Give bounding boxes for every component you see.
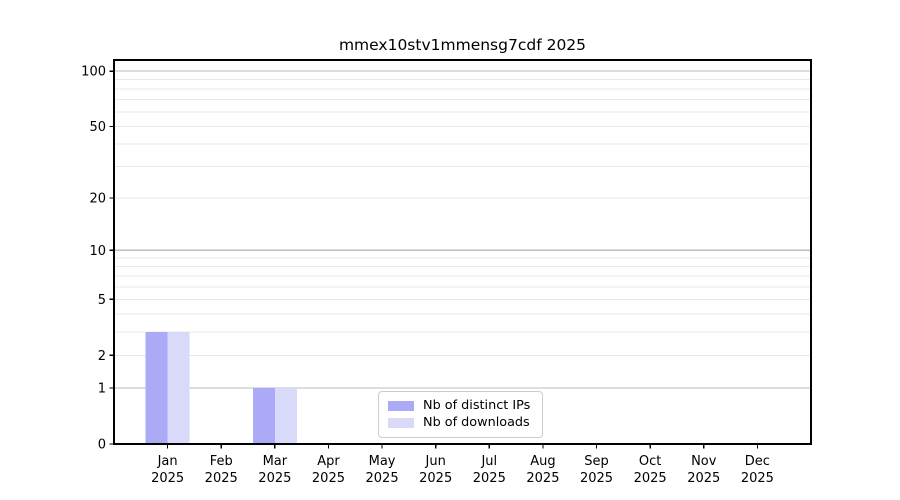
x-tick-label-year: 2025 bbox=[634, 471, 667, 486]
x-tick-label-year: 2025 bbox=[526, 471, 559, 486]
y-tick-label: 20 bbox=[89, 192, 106, 207]
y-tick-label: 10 bbox=[89, 244, 106, 259]
y-tick-label: 100 bbox=[81, 65, 106, 80]
y-tick-label: 1 bbox=[98, 382, 106, 397]
x-tick-label-year: 2025 bbox=[741, 471, 774, 486]
x-tick-label-month: Dec bbox=[745, 454, 770, 469]
x-tick-label-month: Oct bbox=[639, 454, 661, 469]
legend: Nb of distinct IPs Nb of downloads bbox=[378, 391, 543, 438]
x-tick-label-year: 2025 bbox=[151, 471, 184, 486]
x-tick-label-month: Mar bbox=[263, 454, 288, 469]
legend-swatch-downloads bbox=[388, 417, 414, 428]
x-tick-label-year: 2025 bbox=[580, 471, 613, 486]
x-tick-label-month: Nov bbox=[691, 454, 717, 469]
y-tick-label: 0 bbox=[98, 438, 106, 453]
y-tick-label: 2 bbox=[98, 349, 106, 364]
legend-label-distinct-ips: Nb of distinct IPs bbox=[423, 397, 531, 413]
x-tick-label-month: Apr bbox=[317, 454, 340, 469]
x-tick-label-month: Jan bbox=[157, 454, 178, 469]
x-tick-label-year: 2025 bbox=[687, 471, 720, 486]
bar-distinct-ips-jan bbox=[145, 332, 168, 444]
x-tick-label-year: 2025 bbox=[473, 471, 506, 486]
y-tick-label: 5 bbox=[98, 293, 106, 308]
x-tick-label-month: Jun bbox=[425, 454, 446, 469]
y-tick-label: 50 bbox=[89, 120, 106, 135]
x-tick-label-year: 2025 bbox=[419, 471, 452, 486]
bar-downloads-mar bbox=[274, 388, 297, 444]
legend-item-downloads: Nb of downloads bbox=[388, 414, 533, 430]
bar-downloads-jan bbox=[167, 332, 190, 444]
x-tick-label-month: Jul bbox=[480, 454, 497, 469]
x-tick-label-year: 2025 bbox=[205, 471, 238, 486]
legend-swatch-distinct-ips bbox=[388, 401, 414, 412]
x-tick-label-year: 2025 bbox=[312, 471, 345, 486]
x-tick-label-year: 2025 bbox=[258, 471, 291, 486]
x-tick-label-month: Feb bbox=[210, 454, 233, 469]
x-tick-label-month: Aug bbox=[530, 454, 555, 469]
legend-label-downloads: Nb of downloads bbox=[423, 414, 530, 430]
x-tick-label-year: 2025 bbox=[366, 471, 399, 486]
legend-item-distinct-ips: Nb of distinct IPs bbox=[388, 397, 533, 413]
x-tick-label-month: May bbox=[369, 454, 396, 469]
chart-title: mmex10stv1mmensg7cdf 2025 bbox=[338, 36, 587, 54]
bar-distinct-ips-mar bbox=[252, 388, 275, 444]
axes-spines bbox=[113, 59, 812, 445]
x-tick-label-month: Sep bbox=[584, 454, 609, 469]
